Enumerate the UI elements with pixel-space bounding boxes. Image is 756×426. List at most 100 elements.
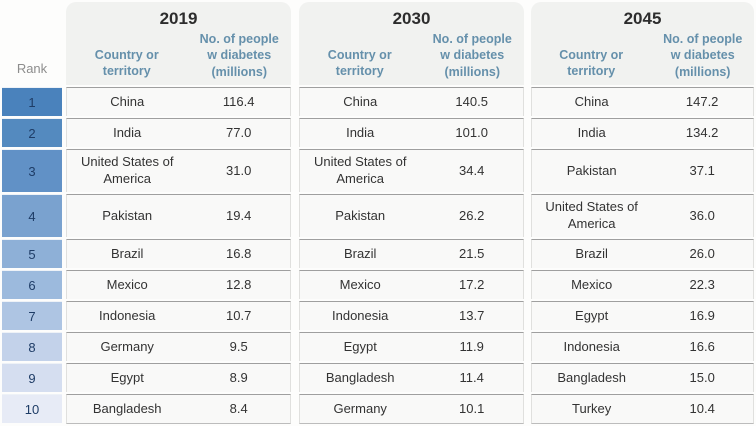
- value-cell: 17.2: [459, 276, 485, 292]
- value-cell: 12.8: [226, 276, 252, 292]
- country-cell: Indonesia: [563, 338, 620, 354]
- country-cell: Germany: [333, 400, 387, 416]
- country-cell: Mexico: [106, 276, 148, 292]
- value-cell: 16.9: [689, 307, 715, 323]
- value-cell: 37.1: [689, 162, 715, 178]
- value-cell: 21.5: [459, 245, 485, 261]
- rank-cell: 8: [2, 332, 62, 361]
- value-cell: 147.2: [685, 93, 719, 109]
- table-row: Egypt 16.9: [531, 301, 754, 330]
- value-cell: 31.0: [226, 162, 252, 178]
- value-cell: 10.4: [689, 400, 715, 416]
- panel-header-2045: 2045 Country or territory No. of people …: [531, 2, 754, 85]
- value-cell: 19.4: [226, 207, 252, 223]
- table-row: China 116.4: [66, 87, 291, 116]
- rank-cell: 4: [2, 194, 62, 237]
- year-panel-2045: 2045 Country or territory No. of people …: [531, 2, 754, 424]
- value-cell: 11.9: [459, 338, 484, 354]
- country-column-header: Country or territory: [94, 48, 159, 79]
- country-cell: Bangladesh: [92, 400, 162, 416]
- table-row: Mexico 22.3: [531, 270, 754, 299]
- country-cell: Pakistan: [102, 207, 153, 223]
- table-row: China 140.5: [299, 87, 524, 116]
- table-row: Pakistan 19.4: [66, 194, 291, 237]
- rank-cell: 1: [2, 87, 62, 116]
- rank-cell: 5: [2, 239, 62, 268]
- value-cell: 140.5: [455, 93, 488, 109]
- country-cell: Egypt: [575, 307, 609, 323]
- country-cell: United States of America: [313, 154, 407, 186]
- table-row: India 101.0: [299, 118, 524, 147]
- table-row: Indonesia 13.7: [299, 301, 524, 330]
- value-cell: 26.0: [689, 245, 715, 261]
- rank-column-header: Rank: [16, 61, 48, 76]
- year-panel-2019: 2019 Country or territory No. of people …: [66, 2, 291, 424]
- value-cell: 11.4: [459, 369, 484, 385]
- country-cell: Turkey: [572, 400, 612, 416]
- rank-cell: 9: [2, 363, 62, 392]
- rank-cell: 3: [2, 149, 62, 192]
- table-row: Germany 10.1: [299, 394, 524, 424]
- value-cell: 8.4: [229, 400, 248, 416]
- column-header-row: Country or territory No. of people w dia…: [531, 31, 754, 80]
- table-row: Germany 9.5: [66, 332, 291, 361]
- country-cell: Germany: [100, 338, 154, 354]
- year-panel-2030: 2030 Country or territory No. of people …: [299, 2, 524, 424]
- country-cell: China: [110, 93, 145, 109]
- value-cell: 15.0: [689, 369, 715, 385]
- rank-cell: 6: [2, 270, 62, 299]
- value-cell: 77.0: [226, 124, 252, 140]
- country-cell: Bangladesh: [557, 369, 626, 385]
- value-cell: 22.3: [689, 276, 715, 292]
- country-cell: India: [113, 124, 142, 140]
- rank-cell: 2: [2, 118, 62, 147]
- value-cell: 134.2: [685, 124, 719, 140]
- panel-rows: China 116.4 India 77.0 United States of Amer…: [66, 87, 291, 424]
- country-cell: China: [343, 93, 378, 109]
- table-row: Mexico 12.8: [66, 270, 291, 299]
- table-row: Indonesia 10.7: [66, 301, 291, 330]
- value-cell: 8.9: [229, 369, 248, 385]
- table-row: United States of America 31.0: [66, 149, 291, 192]
- panel-rows: China 140.5 India 101.0 United States of Ame…: [299, 87, 524, 424]
- table-row: Turkey 10.4: [531, 394, 754, 424]
- value-cell: 10.7: [226, 307, 252, 323]
- table-row: India 77.0: [66, 118, 291, 147]
- country-cell: China: [574, 93, 609, 109]
- country-column-header: Country or territory: [327, 48, 392, 79]
- table-row: Bangladesh 8.4: [66, 394, 291, 424]
- country-cell: Mexico: [571, 276, 613, 292]
- rank-cell: 7: [2, 301, 62, 330]
- value-cell: 9.5: [229, 338, 248, 354]
- country-cell: United States of America: [545, 199, 638, 231]
- rank-column: Rank 1 2 3 4 5 6 7 8 9 10: [2, 2, 62, 424]
- country-cell: Brazil: [110, 245, 144, 261]
- table-row: Egypt 11.9: [299, 332, 524, 361]
- country-column-header: Country or territory: [559, 48, 624, 79]
- rank-cell: 10: [2, 394, 62, 423]
- table-row: India 134.2: [531, 118, 754, 147]
- panel-header-2030: 2030 Country or territory No. of people …: [299, 2, 524, 85]
- panel-header-2019: 2019 Country or territory No. of people …: [66, 2, 291, 85]
- country-cell: Egypt: [110, 369, 144, 385]
- country-cell: Brazil: [575, 245, 608, 261]
- year-label-2019: 2019: [159, 9, 198, 28]
- column-header-row: Country or territory No. of people w dia…: [66, 31, 291, 80]
- value-cell: 16.6: [689, 338, 715, 354]
- table-row: Brazil 16.8: [66, 239, 291, 268]
- table-row: United States of America 36.0: [531, 194, 754, 237]
- table-row: Bangladesh 11.4: [299, 363, 524, 392]
- value-cell: 26.2: [459, 207, 485, 223]
- diabetes-count-column-header: No. of people w diabetes (millions): [199, 32, 279, 79]
- value-cell: 13.7: [459, 307, 485, 323]
- value-cell: 10.1: [459, 400, 485, 416]
- table-row: Bangladesh 15.0: [531, 363, 754, 392]
- value-cell: 16.8: [226, 245, 252, 261]
- year-label-2045: 2045: [623, 9, 662, 28]
- column-header-row: Country or territory No. of people w dia…: [299, 31, 524, 80]
- value-cell: 101.0: [455, 124, 488, 140]
- country-cell: United States of America: [80, 154, 174, 186]
- country-cell: Pakistan: [335, 207, 386, 223]
- table-row: Indonesia 16.6: [531, 332, 754, 361]
